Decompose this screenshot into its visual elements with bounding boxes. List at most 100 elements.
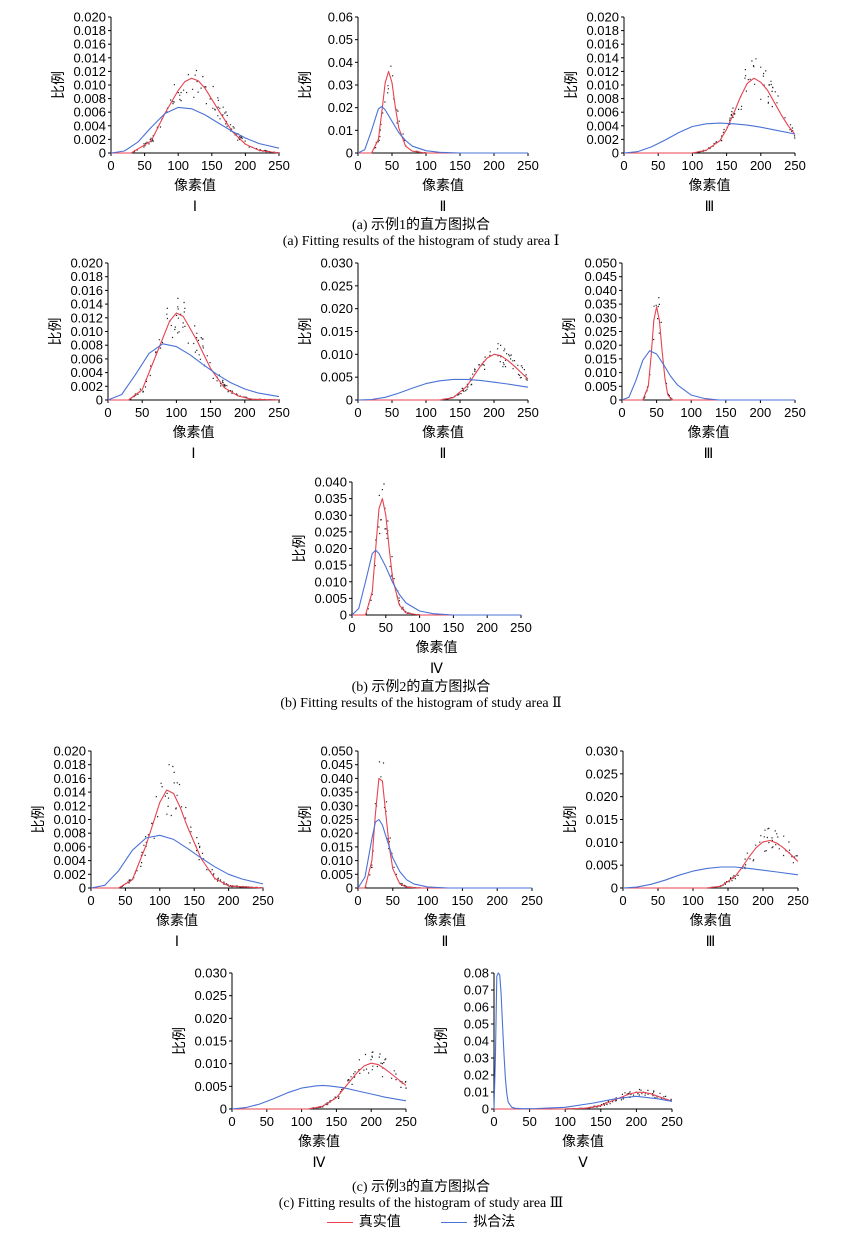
c2-x-axis-label: 像素值 [424, 912, 466, 928]
c3-fit-line [622, 866, 799, 889]
b1-y-axis-label: 比例 [47, 318, 63, 346]
b1-x-tick-label: 100 [166, 405, 188, 420]
b2-x-tick-label: 250 [517, 405, 539, 420]
c2-y-tick-label: 0.010 [320, 853, 353, 868]
b3-x-tick-label: 250 [784, 405, 806, 420]
a3-y-tick-label: 0.006 [586, 105, 619, 120]
a2-x-tick-label: 150 [449, 158, 471, 173]
b3-panel-label: Ⅲ [704, 445, 714, 461]
c2-y-tick-label: 0.025 [320, 812, 353, 827]
legend-label-fit: 拟合法 [473, 1214, 516, 1230]
b4-y-tick-label: 0.040 [314, 475, 347, 490]
a3-x-tick-label: 200 [750, 158, 772, 173]
c2-y-tick-label: 0.030 [320, 798, 353, 813]
legend-item-real: 真实值 [326, 1213, 401, 1231]
caption-a-en: (a) Fitting results of the histogram of … [282, 234, 560, 249]
b4-y-tick-label: 0.030 [314, 508, 347, 523]
c5-x-tick-label: 200 [626, 1114, 648, 1129]
a3-y-tick-label: 0 [612, 146, 619, 161]
caption-c-zh: (c) 示例3的直方图拟合 [351, 1180, 491, 1195]
b4-x-tick-label: 50 [379, 620, 393, 635]
c1-x-tick-label: 0 [87, 893, 94, 908]
a1-y-tick-label: 0.012 [73, 64, 106, 79]
c5-y-tick-label: 0.05 [464, 1017, 489, 1032]
c5-x-axis-label: 像素值 [562, 1133, 604, 1149]
b3-real-line [622, 306, 795, 401]
c2-y-tick-label: 0.015 [320, 839, 353, 854]
a2-y-tick-label: 0.02 [328, 100, 353, 115]
c2-y-tick-label: 0.045 [320, 757, 353, 772]
b4-y-tick-label: 0.005 [314, 591, 347, 606]
c4-y-axis-label: 比例 [171, 1027, 187, 1055]
c5-y-axis-label: 比例 [433, 1027, 449, 1055]
c2-y-tick-label: 0 [346, 881, 353, 896]
c1-y-tick-label: 0.012 [53, 798, 86, 813]
b2-x-tick-label: 200 [483, 405, 505, 420]
a3-x-tick-label: 100 [682, 158, 704, 173]
a2-y-axis-label: 比例 [297, 71, 313, 99]
c3-x-tick-label: 100 [682, 893, 704, 908]
b2-x-tick-label: 50 [385, 405, 399, 420]
b1-x-tick-label: 200 [234, 405, 256, 420]
c2-y-tick-label: 0.020 [320, 826, 353, 841]
b1-y-tick-label: 0.004 [70, 365, 103, 380]
c1-y-tick-label: 0.020 [53, 744, 86, 759]
c1-fit-line [90, 834, 264, 889]
c5-observed-points [565, 1088, 672, 1110]
b4-y-tick-label: 0.010 [314, 574, 347, 589]
c4-x-tick-label: 150 [326, 1114, 348, 1129]
b3-x-axis-label: 像素值 [688, 424, 730, 440]
a3-x-tick-label: 50 [651, 158, 665, 173]
a3-y-tick-label: 0.012 [586, 64, 619, 79]
a1-y-axis-label: 比例 [50, 71, 66, 99]
b3-y-tick-label: 0.010 [584, 365, 617, 380]
b2-y-tick-label: 0.010 [320, 347, 353, 362]
c1-x-tick-label: 250 [252, 893, 274, 908]
c1-observed-points [119, 764, 264, 889]
b3-x-tick-label: 200 [750, 405, 772, 420]
b2-y-tick-label: 0.020 [320, 301, 353, 316]
c2-fit-line [357, 818, 532, 889]
b1-y-tick-label: 0.010 [70, 324, 103, 339]
c3-x-tick-label: 200 [752, 893, 774, 908]
c3-x-axis-label: 像素值 [690, 912, 732, 928]
c4-x-axis-label: 像素值 [298, 1133, 340, 1149]
a1-y-tick-label: 0.002 [73, 132, 106, 147]
a1-x-tick-label: 150 [201, 158, 223, 173]
c3-x-tick-label: 0 [619, 893, 626, 908]
b4-y-axis-label: 比例 [291, 535, 307, 563]
c3-y-tick-label: 0.025 [585, 766, 618, 781]
c2-x-tick-label: 150 [452, 893, 474, 908]
a1-panel-label: Ⅰ [193, 198, 197, 214]
b3-y-tick-label: 0.045 [584, 269, 617, 284]
b3-y-tick-label: 0.035 [584, 297, 617, 312]
a2-x-axis-label: 像素值 [422, 177, 464, 193]
a1-y-tick-label: 0 [99, 146, 106, 161]
b2-y-axis-label: 比例 [297, 318, 313, 346]
c3-x-tick-label: 50 [651, 893, 665, 908]
c3-y-tick-label: 0.030 [585, 744, 618, 759]
c3-x-tick-label: 150 [717, 893, 739, 908]
a2-y-tick-label: 0.06 [328, 10, 353, 25]
a1-x-tick-label: 100 [167, 158, 189, 173]
b1-x-tick-label: 150 [200, 405, 222, 420]
c2-real-line [358, 777, 532, 889]
b1-y-tick-label: 0.020 [70, 256, 103, 271]
a1-y-tick-label: 0.010 [73, 78, 106, 93]
c5-y-tick-label: 0.02 [464, 1068, 489, 1083]
b4-y-tick-label: 0.020 [314, 541, 347, 556]
c4-y-tick-label: 0.030 [194, 966, 227, 981]
c3-x-tick-label: 250 [787, 893, 809, 908]
c4-x-tick-label: 0 [228, 1114, 235, 1129]
a3-y-tick-label: 0.016 [586, 37, 619, 52]
b3-y-tick-label: 0.030 [584, 310, 617, 325]
a3-observed-points [692, 58, 796, 154]
c5-x-tick-label: 50 [522, 1114, 536, 1129]
c3-y-tick-label: 0.010 [585, 835, 618, 850]
b2-real-line [358, 353, 529, 401]
b1-y-tick-label: 0.016 [70, 283, 103, 298]
c1-y-tick-label: 0.002 [53, 867, 86, 882]
a1-x-tick-label: 0 [107, 158, 114, 173]
a3-x-axis-label: 像素值 [689, 177, 731, 193]
